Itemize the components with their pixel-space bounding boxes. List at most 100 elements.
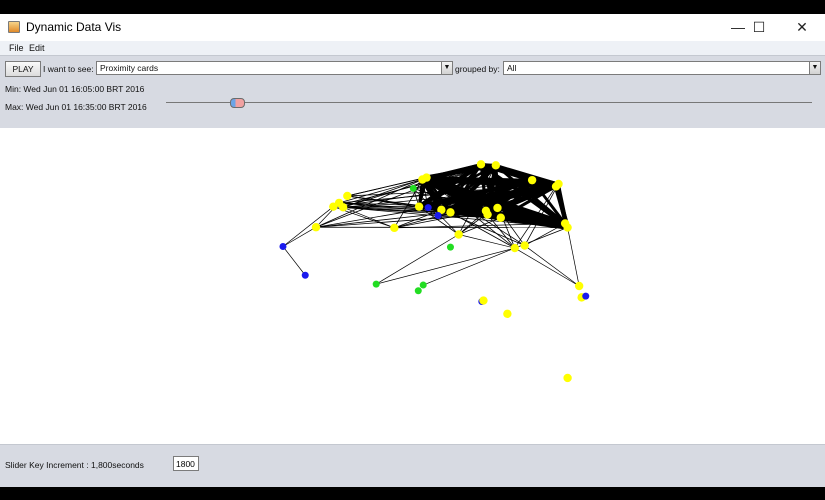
graph-node[interactable]	[419, 281, 427, 289]
menu-file[interactable]: File	[9, 43, 24, 53]
time-slider-track[interactable]	[166, 102, 812, 103]
max-time-label: Max: Wed Jun 01 16:35:00 BRT 2016	[5, 102, 147, 112]
graph-edge	[426, 163, 497, 180]
chevron-down-icon[interactable]: ▼	[809, 62, 820, 74]
graph-edge	[394, 209, 442, 229]
node-layer	[279, 160, 590, 383]
group-select[interactable]: All ▼	[503, 61, 821, 75]
metric-select-value: Proximity cards	[100, 63, 159, 73]
control-panel: PLAY I want to see: Proximity cards ▼ gr…	[0, 55, 825, 129]
graph-node[interactable]	[563, 223, 572, 232]
graph-node[interactable]	[491, 161, 501, 170]
graph-edge	[394, 183, 559, 229]
menu-bar: File Edit	[0, 41, 825, 55]
graph-node[interactable]	[424, 204, 432, 212]
graph-edge	[567, 227, 580, 287]
graph-edge	[315, 186, 557, 228]
graph-node[interactable]	[390, 223, 399, 233]
graph-edge	[524, 223, 566, 246]
graph-edge	[413, 179, 533, 189]
graph-edge	[437, 164, 497, 216]
minimize-button[interactable]: —	[731, 19, 745, 35]
graph-edge	[343, 177, 427, 208]
graph-edge	[282, 226, 317, 247]
graph-edge	[458, 165, 497, 235]
time-slider-thumb[interactable]	[230, 98, 246, 108]
increment-input[interactable]	[173, 456, 199, 471]
graph-node[interactable]	[329, 202, 338, 211]
graph-edge	[376, 247, 515, 285]
see-label: I want to see:	[43, 64, 94, 74]
graph-node[interactable]	[434, 212, 442, 220]
graph-node[interactable]	[496, 213, 505, 222]
graph-edge	[441, 209, 525, 246]
graph-node[interactable]	[311, 223, 321, 232]
graph-edge	[282, 246, 306, 276]
graph-node[interactable]	[437, 205, 446, 215]
metric-select[interactable]: Proximity cards ▼	[96, 61, 453, 75]
graph-edge	[514, 247, 580, 287]
graph-node[interactable]	[520, 241, 529, 250]
graph-edge	[339, 183, 559, 204]
graph-edge	[418, 177, 533, 209]
graph-node[interactable]	[279, 243, 287, 250]
edge-layer	[282, 162, 580, 287]
graph-edge	[418, 206, 459, 235]
group-label: grouped by:	[455, 64, 500, 74]
window-title: Dynamic Data Vis	[26, 20, 122, 34]
graph-node[interactable]	[563, 373, 572, 383]
graph-node[interactable]	[510, 243, 519, 253]
graph-node[interactable]	[343, 191, 352, 201]
graph-edge	[413, 188, 459, 235]
graph-edge	[458, 210, 487, 235]
graph-node[interactable]	[574, 281, 584, 291]
graph-node[interactable]	[527, 175, 537, 185]
java-cup-icon	[8, 21, 20, 33]
maximize-button[interactable]: ☐	[752, 19, 766, 35]
increment-label: Slider Key Increment : 1,800seconds	[5, 460, 144, 470]
graph-node[interactable]	[551, 182, 561, 191]
menu-edit[interactable]: Edit	[29, 43, 45, 53]
graph-node[interactable]	[493, 203, 502, 213]
graph-canvas[interactable]	[0, 128, 825, 444]
group-select-value: All	[507, 63, 517, 73]
network-graph	[279, 160, 590, 383]
graph-edge	[422, 179, 525, 246]
graph-node[interactable]	[372, 280, 380, 288]
graph-node[interactable]	[301, 271, 309, 279]
graph-node[interactable]	[503, 309, 512, 319]
graph-edge	[347, 177, 427, 197]
graph-edge	[487, 214, 516, 249]
min-time-label: Min: Wed Jun 01 16:05:00 BRT 2016	[5, 84, 145, 94]
graph-node[interactable]	[454, 230, 463, 239]
graph-node[interactable]	[339, 203, 348, 212]
title-bar[interactable]: Dynamic Data Vis — ☐ ✕	[0, 14, 825, 41]
graph-edge	[437, 179, 533, 216]
close-button[interactable]: ✕	[796, 19, 808, 35]
graph-node[interactable]	[414, 287, 422, 295]
graph-edge	[413, 164, 496, 189]
app-window: Dynamic Data Vis — ☐ ✕ File Edit PLAY I …	[0, 14, 825, 487]
graph-edge	[514, 186, 557, 249]
graph-node[interactable]	[446, 243, 454, 251]
graph-edge	[343, 206, 395, 229]
graph-edge	[282, 206, 334, 247]
graph-node[interactable]	[422, 173, 431, 182]
graph-edge	[458, 234, 515, 249]
graph-node[interactable]	[409, 184, 417, 192]
graph-node[interactable]	[479, 296, 488, 305]
graph-edge	[376, 234, 459, 285]
graph-edge	[524, 245, 580, 287]
graph-node[interactable]	[582, 292, 590, 300]
play-button[interactable]: PLAY	[5, 61, 41, 77]
graph-edge	[423, 247, 515, 286]
graph-edge	[394, 179, 423, 229]
footer-panel: Slider Key Increment : 1,800seconds	[0, 444, 825, 487]
graph-node[interactable]	[414, 202, 424, 211]
chevron-down-icon[interactable]: ▼	[441, 62, 452, 74]
graph-node[interactable]	[476, 160, 486, 169]
graph-node[interactable]	[483, 210, 492, 219]
graph-edge	[315, 177, 427, 228]
graph-edge	[333, 179, 533, 208]
graph-node[interactable]	[446, 208, 455, 217]
